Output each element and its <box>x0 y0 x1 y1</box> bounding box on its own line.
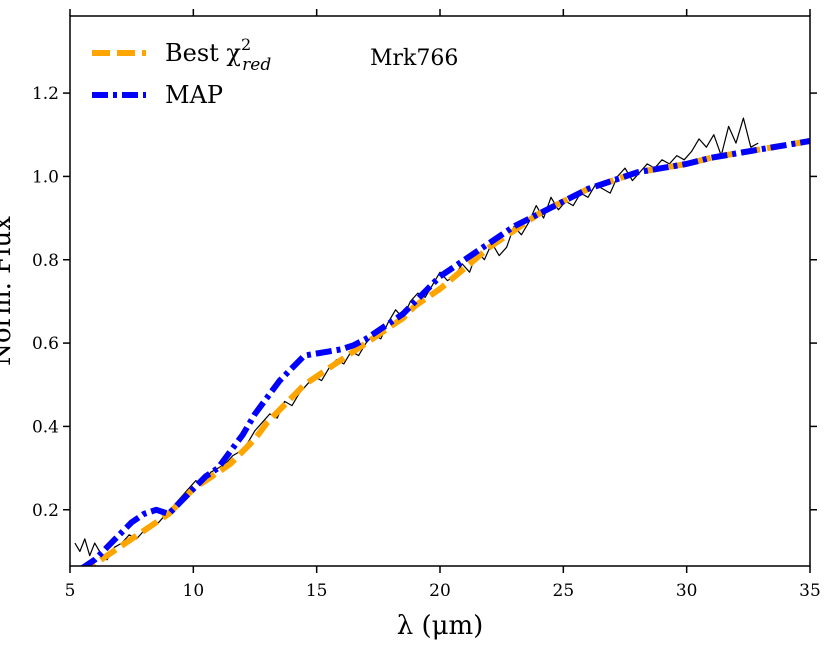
x-tick-label: 15 <box>306 581 328 601</box>
x-axis-title: λ (μm) <box>397 611 484 641</box>
x-tick-label: 20 <box>429 581 451 601</box>
x-tick-label: 10 <box>183 581 205 601</box>
legend-label-best-main: Best χ <box>165 39 241 67</box>
y-tick-label: 0.6 <box>32 334 59 354</box>
y-tick-label: 1.0 <box>32 167 59 187</box>
y-tick-label: 1.2 <box>32 84 59 104</box>
y-axis-title: Norm. Flux <box>0 216 17 366</box>
series-layer <box>74 117 810 566</box>
x-tick-label: 5 <box>65 581 76 601</box>
x-tick-label: 25 <box>553 581 575 601</box>
series-observed-line <box>74 117 759 561</box>
y-tick-label: 0.4 <box>32 417 59 437</box>
series-map-line <box>80 138 810 566</box>
chart-annotation: Mrk766 <box>370 46 458 71</box>
legend-label-map: MAP <box>165 81 223 109</box>
legend: Best χ2 red MAP <box>92 35 271 109</box>
x-tick-label: 30 <box>676 581 698 601</box>
y-tick-label: 0.8 <box>32 251 59 271</box>
legend-label-best-sup: 2 <box>241 35 251 54</box>
series-best-line <box>88 138 810 566</box>
x-tick-label: 35 <box>799 581 821 601</box>
legend-label-best-sub: red <box>242 55 271 75</box>
y-tick-label: 0.2 <box>32 501 59 521</box>
legend-label-best: Best χ2 red <box>165 35 271 75</box>
ticks-layer: 5 10 15 20 25 30 35 0.2 0.4 0.6 0.8 1.0 1.2 <box>32 9 821 601</box>
